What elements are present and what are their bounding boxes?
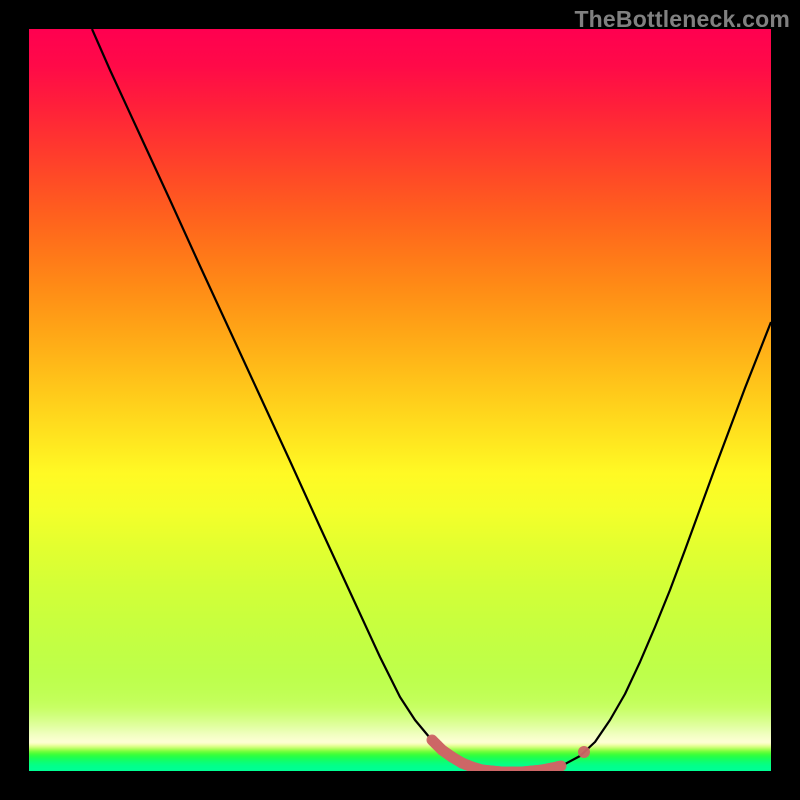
watermark-text: TheBottleneck.com — [574, 6, 790, 33]
plot-background — [29, 29, 771, 771]
bottleneck-curve-chart — [0, 0, 800, 800]
chart-container: TheBottleneck.com — [0, 0, 800, 800]
